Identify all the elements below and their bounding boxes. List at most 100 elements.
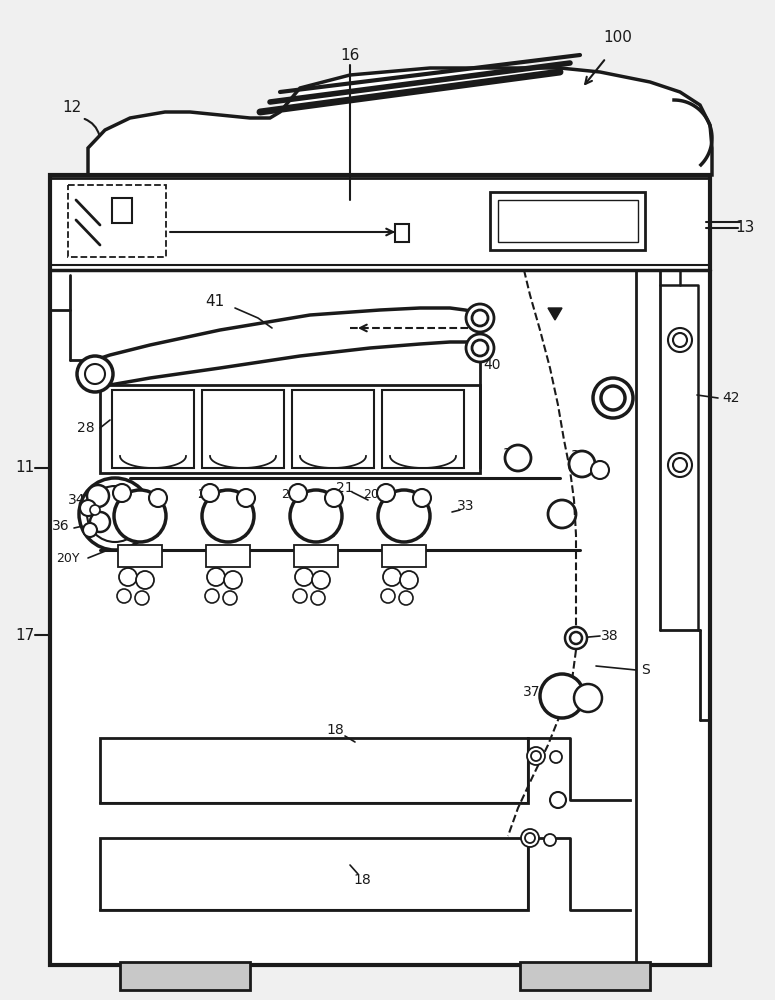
Circle shape bbox=[505, 445, 531, 471]
Circle shape bbox=[601, 386, 625, 410]
Circle shape bbox=[290, 490, 342, 542]
Circle shape bbox=[550, 751, 562, 763]
Circle shape bbox=[77, 356, 113, 392]
Circle shape bbox=[591, 461, 609, 479]
Bar bbox=[490, 192, 645, 250]
Bar bbox=[382, 545, 426, 567]
Text: 20Y: 20Y bbox=[57, 552, 80, 564]
Circle shape bbox=[548, 500, 576, 528]
Text: 28C: 28C bbox=[321, 416, 346, 428]
Bar bbox=[294, 545, 338, 567]
Circle shape bbox=[90, 512, 110, 532]
Text: 13: 13 bbox=[735, 221, 754, 235]
Bar bbox=[68, 185, 166, 257]
Circle shape bbox=[87, 486, 143, 542]
Circle shape bbox=[472, 340, 488, 356]
Text: 41: 41 bbox=[205, 294, 225, 310]
Circle shape bbox=[378, 490, 430, 542]
Text: 21: 21 bbox=[336, 481, 354, 495]
Circle shape bbox=[223, 591, 237, 605]
Text: 39: 39 bbox=[617, 393, 635, 407]
Circle shape bbox=[531, 751, 541, 761]
Text: 28K: 28K bbox=[411, 416, 435, 428]
Bar bbox=[100, 385, 480, 473]
Bar bbox=[100, 838, 528, 910]
Text: 36: 36 bbox=[53, 519, 70, 533]
Circle shape bbox=[570, 632, 582, 644]
Bar bbox=[498, 200, 638, 242]
Circle shape bbox=[399, 591, 413, 605]
Circle shape bbox=[201, 484, 219, 502]
Circle shape bbox=[135, 591, 149, 605]
Bar bbox=[395, 224, 409, 242]
Text: 18: 18 bbox=[353, 873, 371, 887]
Text: 18: 18 bbox=[326, 723, 344, 737]
Circle shape bbox=[311, 591, 325, 605]
Circle shape bbox=[593, 378, 633, 418]
Circle shape bbox=[673, 333, 687, 347]
Bar bbox=[112, 390, 194, 468]
Circle shape bbox=[90, 505, 100, 515]
Circle shape bbox=[117, 589, 131, 603]
Circle shape bbox=[527, 747, 545, 765]
Circle shape bbox=[87, 485, 109, 507]
Bar bbox=[118, 545, 162, 567]
Circle shape bbox=[472, 310, 488, 326]
Text: 100: 100 bbox=[604, 30, 632, 45]
Circle shape bbox=[383, 568, 401, 586]
Text: 40: 40 bbox=[484, 358, 501, 372]
Circle shape bbox=[668, 453, 692, 477]
Circle shape bbox=[149, 489, 167, 507]
Text: 42: 42 bbox=[722, 391, 739, 405]
Circle shape bbox=[540, 674, 584, 718]
Circle shape bbox=[377, 484, 395, 502]
Bar bbox=[382, 390, 464, 468]
Circle shape bbox=[525, 833, 535, 843]
PathPatch shape bbox=[88, 68, 712, 175]
Circle shape bbox=[83, 523, 97, 537]
Circle shape bbox=[413, 489, 431, 507]
Text: 34: 34 bbox=[67, 493, 85, 507]
Bar bbox=[50, 175, 710, 965]
Text: 28Y: 28Y bbox=[141, 416, 165, 428]
Circle shape bbox=[325, 489, 343, 507]
Circle shape bbox=[113, 484, 131, 502]
Bar bbox=[206, 545, 250, 567]
Text: 16: 16 bbox=[340, 47, 360, 62]
Circle shape bbox=[136, 571, 154, 589]
Circle shape bbox=[289, 484, 307, 502]
Circle shape bbox=[293, 589, 307, 603]
Bar bbox=[100, 738, 528, 803]
Circle shape bbox=[466, 334, 494, 362]
Text: 20K: 20K bbox=[363, 488, 387, 502]
Circle shape bbox=[224, 571, 242, 589]
Circle shape bbox=[550, 792, 566, 808]
Circle shape bbox=[237, 489, 255, 507]
Text: 38: 38 bbox=[601, 629, 618, 643]
Circle shape bbox=[673, 458, 687, 472]
Circle shape bbox=[381, 589, 395, 603]
Text: 37: 37 bbox=[523, 685, 541, 699]
Circle shape bbox=[205, 589, 219, 603]
Circle shape bbox=[202, 490, 254, 542]
Text: 12: 12 bbox=[62, 101, 81, 115]
Circle shape bbox=[466, 304, 494, 332]
Text: 35: 35 bbox=[571, 449, 589, 463]
Text: S: S bbox=[641, 663, 649, 677]
Circle shape bbox=[565, 627, 587, 649]
Circle shape bbox=[569, 451, 595, 477]
Bar bbox=[112, 198, 132, 223]
Circle shape bbox=[79, 478, 151, 550]
Text: 32: 32 bbox=[503, 447, 521, 461]
Bar bbox=[202, 390, 284, 468]
Circle shape bbox=[80, 500, 96, 516]
Text: 17: 17 bbox=[16, 628, 35, 643]
Text: 11: 11 bbox=[16, 460, 35, 476]
Circle shape bbox=[312, 571, 330, 589]
Circle shape bbox=[207, 568, 225, 586]
Bar bbox=[120, 962, 250, 990]
Circle shape bbox=[521, 829, 539, 847]
Circle shape bbox=[544, 834, 556, 846]
Bar bbox=[292, 390, 374, 468]
Text: 28M: 28M bbox=[229, 416, 257, 428]
